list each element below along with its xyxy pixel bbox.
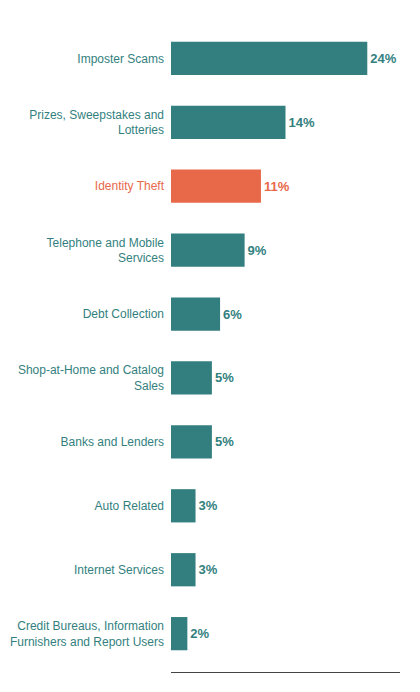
svg-text:11%: 11% bbox=[264, 179, 290, 194]
svg-text:Telephone and MobileServices: Telephone and MobileServices bbox=[47, 236, 165, 266]
svg-text:Prizes, Sweepstakes andLotteri: Prizes, Sweepstakes andLotteries bbox=[29, 108, 164, 138]
svg-text:6%: 6% bbox=[223, 307, 242, 322]
svg-text:9%: 9% bbox=[248, 243, 267, 258]
svg-text:3%: 3% bbox=[199, 498, 218, 513]
svg-text:Internet Services: Internet Services bbox=[74, 563, 164, 577]
svg-text:2%: 2% bbox=[190, 626, 209, 641]
svg-text:3%: 3% bbox=[199, 562, 218, 577]
svg-text:14%: 14% bbox=[289, 115, 315, 130]
svg-text:Identity Theft: Identity Theft bbox=[95, 179, 165, 193]
svg-text:5%: 5% bbox=[215, 370, 234, 385]
svg-text:Shop-at-Home and CatalogSales: Shop-at-Home and CatalogSales bbox=[18, 363, 164, 393]
svg-text:24%: 24% bbox=[370, 51, 396, 66]
svg-text:Banks and Lenders: Banks and Lenders bbox=[61, 435, 164, 449]
svg-text:Imposter Scams: Imposter Scams bbox=[77, 52, 164, 66]
svg-text:5%: 5% bbox=[215, 434, 234, 449]
svg-text:Auto Related: Auto Related bbox=[95, 499, 164, 513]
svg-text:Debt Collection: Debt Collection bbox=[83, 307, 164, 321]
svg-text:Credit Bureaus, InformationFur: Credit Bureaus, InformationFurnishers an… bbox=[10, 619, 164, 649]
